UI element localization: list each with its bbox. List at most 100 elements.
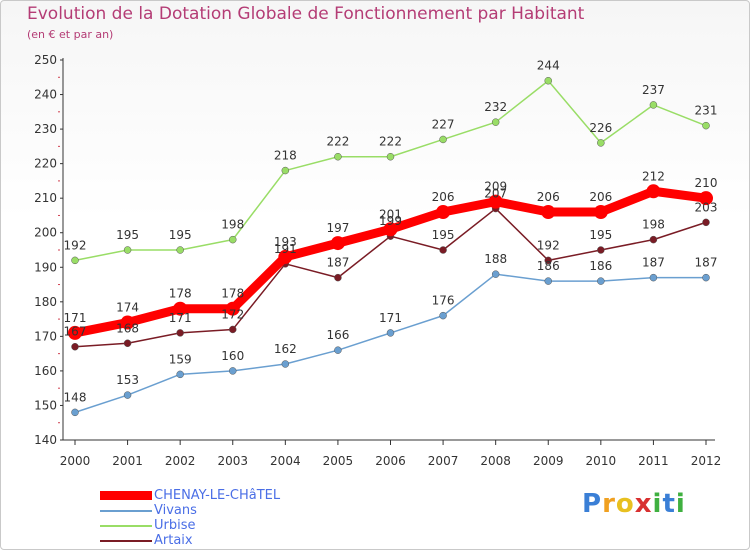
data-label: 209 — [484, 180, 507, 194]
data-point — [491, 118, 500, 126]
data-label: 160 — [221, 349, 244, 363]
data-label: 162 — [274, 342, 297, 356]
data-label: 207 — [484, 187, 507, 201]
y-tick-label: 190 — [34, 260, 57, 274]
data-label: 192 — [537, 238, 560, 252]
legend-swatch — [100, 524, 152, 527]
data-point — [544, 277, 552, 285]
data-label: 178 — [169, 287, 192, 301]
data-label: 222 — [379, 135, 402, 149]
y-tick-label: 250 — [34, 53, 57, 67]
y-tick-label: 160 — [34, 364, 57, 378]
x-tick-label: 2003 — [217, 454, 248, 468]
data-label: 187 — [642, 256, 665, 270]
legend-item: Urbise — [100, 518, 280, 533]
data-point — [649, 235, 658, 244]
x-tick-label: 2008 — [480, 454, 511, 468]
data-label: 186 — [537, 259, 560, 273]
data-point — [229, 367, 237, 375]
chart-title: Evolution de la Dotation Globale de Fonc… — [27, 4, 585, 24]
x-tick-label: 2010 — [586, 454, 617, 468]
logo-letter: o — [615, 489, 635, 519]
data-point — [334, 273, 342, 282]
data-label: 198 — [221, 218, 244, 232]
data-label: 171 — [169, 311, 192, 325]
data-point — [702, 121, 710, 130]
legend-item: CHENAY-LE-CHâTEL — [100, 488, 280, 503]
data-label: 168 — [116, 321, 139, 335]
legend-item: Vivans — [100, 503, 280, 518]
chart-legend: CHENAY-LE-CHâTEL Vivans Urbise Artaix — [100, 488, 280, 548]
data-label: 187 — [695, 256, 718, 270]
data-label: 227 — [432, 117, 455, 131]
data-point — [176, 370, 184, 379]
data-point — [544, 76, 552, 85]
legend-swatch — [100, 539, 152, 542]
data-point — [176, 329, 184, 337]
logo-letter: P — [582, 489, 603, 519]
data-point — [68, 325, 82, 340]
data-label: 210 — [695, 176, 718, 190]
data-label: 171 — [379, 311, 402, 325]
logo-letter: t — [662, 489, 676, 519]
data-label: 195 — [432, 228, 455, 242]
data-label: 218 — [274, 149, 297, 163]
data-label: 212 — [642, 169, 665, 183]
data-label: 193 — [274, 235, 297, 249]
data-label: 206 — [589, 190, 612, 204]
data-label: 244 — [537, 59, 560, 73]
data-label: 148 — [64, 390, 87, 404]
data-point — [229, 235, 237, 244]
data-label: 166 — [326, 328, 349, 342]
y-tick-label: 180 — [34, 295, 57, 309]
data-point — [646, 184, 661, 199]
data-point — [597, 139, 605, 147]
data-point — [702, 218, 710, 227]
data-point — [173, 301, 188, 316]
data-point — [123, 246, 132, 254]
data-label: 195 — [169, 228, 192, 242]
logo-letter: r — [602, 489, 616, 519]
data-label: 187 — [326, 256, 349, 270]
data-label: 237 — [642, 83, 665, 97]
data-point — [71, 408, 79, 417]
data-point — [330, 236, 345, 251]
data-label: 206 — [432, 190, 455, 204]
logo-letter: i — [652, 489, 663, 519]
data-point — [597, 277, 605, 285]
data-label: 231 — [695, 104, 718, 118]
data-point — [702, 273, 710, 282]
data-label: 203 — [695, 200, 718, 214]
logo-letter: i — [675, 489, 686, 519]
data-point — [699, 191, 713, 206]
data-label: 153 — [116, 373, 139, 387]
y-tick-label: 210 — [34, 191, 57, 205]
y-tick-label: 140 — [34, 433, 57, 447]
x-tick-label: 2002 — [165, 454, 196, 468]
y-tick-label: 200 — [34, 226, 57, 240]
data-point — [71, 342, 79, 351]
legend-label: CHENAY-LE-CHâTEL — [154, 488, 281, 503]
x-tick-label: 2000 — [60, 454, 91, 468]
legend-swatch — [100, 491, 152, 500]
data-point — [436, 205, 451, 219]
x-tick-label: 2006 — [375, 454, 406, 468]
data-point — [225, 301, 240, 316]
data-point — [439, 135, 447, 144]
logo-letter: x — [634, 489, 653, 519]
data-point — [281, 360, 290, 368]
data-label: 195 — [589, 228, 612, 242]
data-point — [229, 325, 237, 334]
legend-label: Artaix — [154, 533, 193, 548]
x-tick-label: 2001 — [112, 454, 143, 468]
data-point — [123, 339, 132, 348]
data-label: 176 — [432, 294, 455, 308]
data-point — [649, 101, 658, 109]
data-point — [439, 246, 447, 254]
data-point — [593, 205, 608, 219]
data-label: 171 — [64, 311, 87, 325]
x-tick-label: 2007 — [428, 454, 459, 468]
data-label: 199 — [379, 214, 402, 228]
